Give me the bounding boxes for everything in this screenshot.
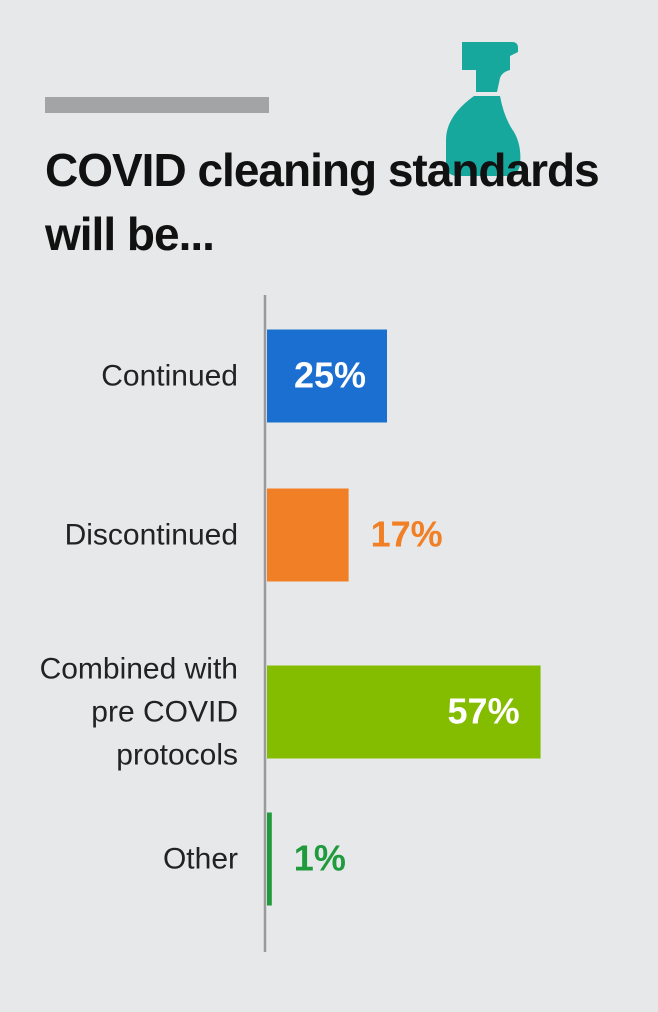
value-label: 1% (294, 838, 346, 879)
spray-bottle-icon (446, 42, 521, 176)
title-accent (45, 97, 269, 113)
bar (267, 665, 541, 759)
category-label: Other (162, 842, 238, 876)
bar (267, 488, 349, 582)
bar (267, 329, 387, 423)
value-label: 57% (448, 691, 520, 732)
value-label: 17% (371, 514, 443, 555)
category-label: Combined with pre COVID protocols (39, 652, 238, 772)
category-label: Discontinued (64, 518, 238, 552)
bar (267, 812, 272, 906)
chart-title: COVID cleaning standards will be... (45, 144, 600, 260)
value-label: 25% (294, 355, 366, 396)
category-label: Continued (101, 359, 238, 393)
